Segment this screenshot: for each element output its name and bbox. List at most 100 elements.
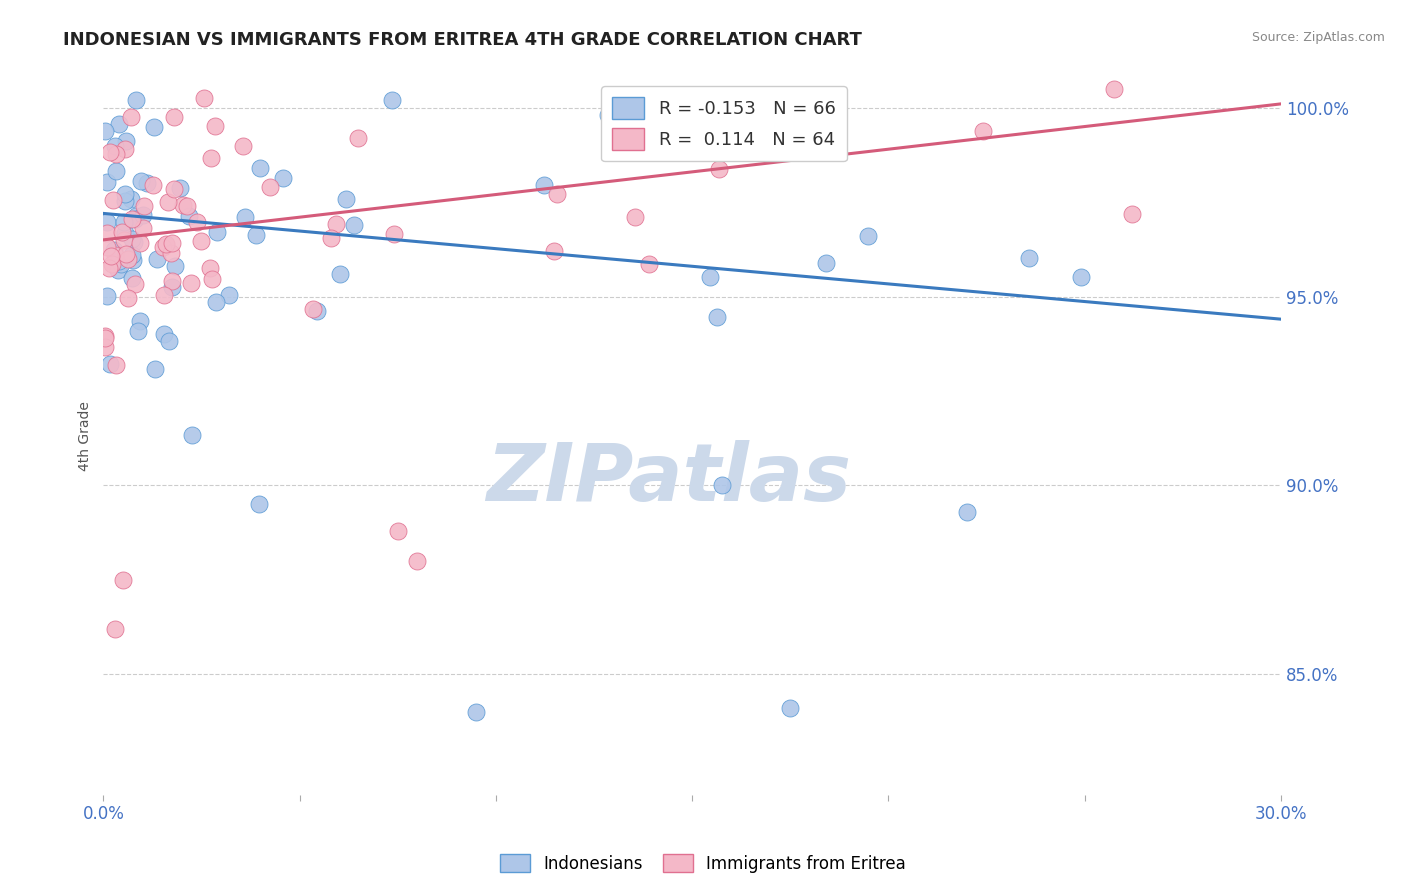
Point [319, 231, 342, 245]
Point [108, 117, 131, 131]
Point [94, 124, 117, 138]
Point [104, 164, 127, 178]
Point [107, 253, 129, 268]
Point [271, 171, 294, 186]
Point [117, 252, 139, 266]
Legend: R = -0.153   N = 66, R =  0.114   N = 64: R = -0.153 N = 66, R = 0.114 N = 64 [602, 87, 846, 161]
Point [1121, 207, 1143, 221]
Point [96, 175, 118, 189]
Point [218, 287, 240, 301]
Point [100, 257, 122, 271]
Point [124, 211, 146, 226]
Point [104, 622, 127, 636]
Point [94, 328, 117, 343]
Point [596, 108, 619, 122]
Point [343, 218, 366, 232]
Point [112, 215, 135, 229]
Point [325, 217, 347, 231]
Point [120, 192, 142, 206]
Point [163, 182, 186, 196]
Point [129, 235, 152, 250]
Point [121, 248, 143, 262]
Point [103, 244, 125, 258]
Point [201, 272, 224, 286]
Point [153, 327, 176, 342]
Point [157, 334, 180, 348]
Point [110, 256, 132, 270]
Point [117, 292, 139, 306]
Point [546, 186, 568, 201]
Point [146, 252, 169, 266]
Point [98, 145, 121, 159]
Point [204, 119, 226, 133]
Point [624, 210, 647, 224]
Point [114, 226, 136, 240]
Point [98, 358, 121, 372]
Point [152, 240, 174, 254]
Point [114, 194, 136, 208]
Point [247, 497, 270, 511]
Point [155, 236, 177, 251]
Point [177, 209, 200, 223]
Point [163, 111, 186, 125]
Point [142, 178, 165, 193]
Point [382, 227, 405, 241]
Point [134, 199, 156, 213]
Point [305, 303, 328, 318]
Point [104, 248, 127, 262]
Point [543, 244, 565, 258]
Point [347, 131, 370, 145]
Point [160, 246, 183, 260]
Point [233, 210, 256, 224]
Point [115, 246, 138, 260]
Point [1018, 252, 1040, 266]
Point [114, 142, 136, 156]
Point [160, 274, 183, 288]
Point [181, 428, 204, 442]
Point [122, 253, 145, 268]
Legend: Indonesians, Immigrants from Eritrea: Indonesians, Immigrants from Eritrea [494, 847, 912, 880]
Point [111, 225, 134, 239]
Point [96, 289, 118, 303]
Point [111, 573, 134, 587]
Point [1102, 82, 1125, 96]
Point [205, 295, 228, 310]
Point [132, 208, 155, 222]
Point [115, 134, 138, 148]
Point [94, 331, 117, 345]
Point [104, 146, 127, 161]
Point [157, 194, 180, 209]
Point [779, 701, 801, 715]
Point [132, 220, 155, 235]
Point [172, 197, 194, 211]
Point [387, 524, 409, 538]
Point [814, 256, 837, 270]
Text: Source: ZipAtlas.com: Source: ZipAtlas.com [1251, 31, 1385, 45]
Point [121, 232, 143, 246]
Point [205, 225, 228, 239]
Point [1070, 269, 1092, 284]
Point [706, 310, 728, 324]
Point [972, 124, 994, 138]
Point [127, 324, 149, 338]
Point [176, 199, 198, 213]
Point [96, 215, 118, 229]
Point [114, 186, 136, 201]
Point [121, 271, 143, 285]
Point [125, 93, 148, 107]
Point [245, 227, 267, 242]
Y-axis label: 4th Grade: 4th Grade [79, 401, 93, 471]
Point [112, 234, 135, 248]
Point [711, 478, 734, 492]
Point [121, 212, 143, 227]
Point [381, 93, 404, 107]
Point [249, 161, 271, 176]
Point [162, 280, 184, 294]
Point [533, 178, 555, 192]
Point [96, 226, 118, 240]
Point [180, 276, 202, 290]
Point [699, 270, 721, 285]
Point [707, 161, 730, 176]
Point [259, 179, 281, 194]
Point [98, 261, 121, 276]
